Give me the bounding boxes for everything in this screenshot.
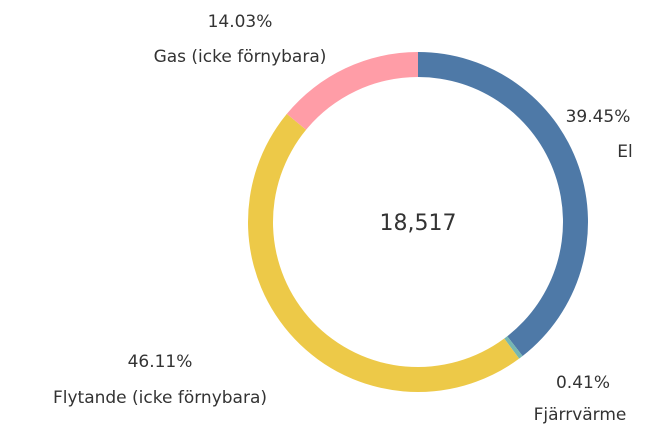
category-label: Flytande (icke förnybara) <box>53 388 267 408</box>
donut-segment <box>504 336 523 359</box>
center-total: 18,517 <box>380 211 457 236</box>
category-label: Gas (icke förnybara) <box>154 47 327 67</box>
donut-segment <box>286 51 418 130</box>
donut-segment <box>418 52 589 356</box>
donut-segment <box>247 113 520 393</box>
value-label: 14.03% <box>208 12 273 32</box>
category-label: Fjärrvärme <box>534 405 627 425</box>
category-label: El <box>617 142 632 162</box>
value-label: 0.41% <box>556 373 610 393</box>
value-label: 39.45% <box>566 107 631 127</box>
value-label: 46.11% <box>128 352 193 372</box>
